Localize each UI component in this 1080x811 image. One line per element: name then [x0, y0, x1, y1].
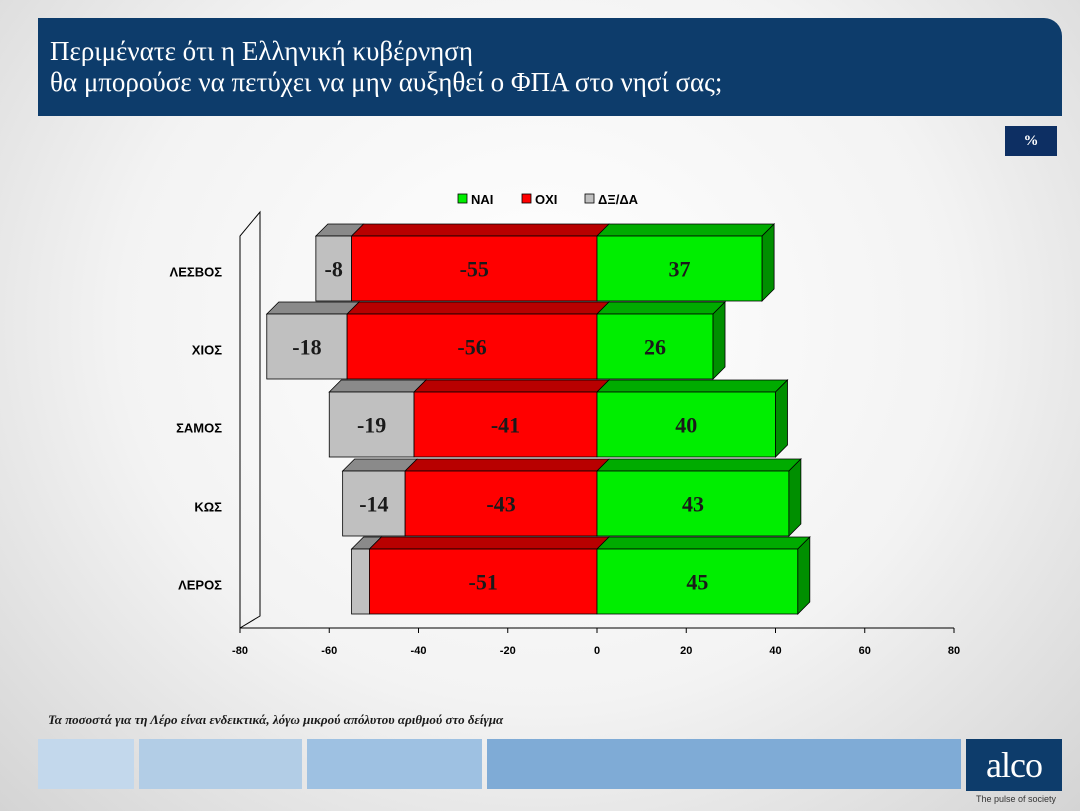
title-line-2: θα μπορούσε να πετύχει να μην αυξηθεί ο … [50, 67, 723, 97]
bar-yes-top [596, 458, 802, 472]
bar-dk-top [328, 379, 428, 393]
legend-swatch [457, 193, 468, 204]
bar-no-label: -55 [460, 257, 489, 282]
legend-label: ΟΧΙ [535, 192, 557, 207]
bar-dk-label: -8 [325, 257, 343, 282]
chart-side-wall [239, 210, 261, 629]
legend-swatch [521, 193, 532, 204]
percent-badge: % [1005, 126, 1057, 156]
bar-yes-top [596, 536, 811, 550]
bar-yes-side [761, 223, 775, 302]
logo-text: alco [986, 745, 1043, 785]
footer-strip-3 [307, 739, 482, 789]
bar-dk [342, 470, 406, 537]
category-label: ΣΑΜΟΣ [176, 421, 222, 436]
bar-dk [351, 548, 370, 615]
bar-no-top [346, 301, 610, 315]
bar-yes-side [788, 458, 802, 537]
bar-yes-side [797, 536, 811, 615]
bar-yes [596, 235, 763, 302]
category-label: ΧΙΟΣ [192, 343, 222, 358]
legend-label: ΝΑΙ [471, 192, 493, 207]
bar-yes-label: 37 [669, 257, 691, 282]
x-tick-label: 80 [948, 645, 960, 657]
footer-strip-2 [139, 739, 302, 789]
bar-yes [596, 548, 799, 615]
bar-yes-top [596, 223, 776, 237]
bar-dk-top [265, 301, 361, 315]
bar-yes-top [596, 301, 726, 315]
bar-yes [596, 391, 776, 458]
category-label: ΛΕΡΟΣ [178, 578, 222, 593]
logo-tagline: The pulse of society [976, 794, 1057, 804]
x-tick-label: -80 [232, 645, 248, 657]
bar-dk-label: -14 [359, 492, 388, 517]
stacked-bar-chart: -80 -60 -40 -20 0 20 40 60 80 ΛΕΣΒΟΣ -8 -55 37 ΧΙΟΣ -1… [170, 192, 961, 657]
alco-logo: alco [966, 739, 1062, 791]
category-label: ΛΕΣΒΟΣ [170, 265, 223, 280]
legend-label: ΔΞ/ΔΑ [598, 192, 639, 207]
bar-no [369, 548, 598, 615]
bar-no [351, 235, 598, 302]
bar-dk-label: -18 [292, 335, 321, 360]
bar-yes-top [596, 379, 789, 393]
bar-no-top [350, 223, 610, 237]
bar-dk-top [341, 458, 419, 472]
bar-no [404, 470, 598, 537]
x-tick-label: 60 [859, 645, 871, 657]
legend-swatch [584, 193, 595, 204]
bar-dk [315, 235, 352, 302]
bar-yes [596, 313, 714, 380]
bar-yes-label: 26 [644, 335, 666, 360]
bar-yes-side [712, 301, 726, 380]
bar-no-label: -43 [486, 492, 515, 517]
bar-yes-label: 43 [682, 492, 704, 517]
bar-no-top [404, 458, 610, 472]
bar-dk [328, 391, 415, 458]
category-label: ΚΩΣ [194, 500, 222, 515]
x-tick-label: 20 [680, 645, 692, 657]
x-tick-label: -40 [411, 645, 427, 657]
bar-no [346, 313, 598, 380]
x-tick-label: -60 [321, 645, 337, 657]
bar-yes-label: 45 [686, 570, 708, 595]
bar-no-top [413, 379, 610, 393]
bar-no-label: -41 [491, 413, 520, 438]
bar-no-top [368, 536, 610, 550]
bar-no-label: -56 [457, 335, 486, 360]
title-banner: Περιμένατε ότι η Ελληνική κυβέρνηση θα μ… [38, 18, 1062, 116]
bar-dk-label: -19 [357, 413, 386, 438]
bar-yes-label: 40 [675, 413, 697, 438]
footer-strip-1 [38, 739, 134, 789]
bar-dk [266, 313, 348, 380]
x-tick-label: 0 [594, 645, 600, 657]
footer-strip-4 [487, 739, 961, 789]
title-line-1: Περιμένατε ότι η Ελληνική κυβέρνηση [50, 36, 473, 66]
x-tick-label: -20 [500, 645, 516, 657]
footnote: Τα ποσοστά για τη Λέρο είναι ενδεικτικά,… [48, 712, 504, 727]
x-tick-label: 40 [769, 645, 781, 657]
bar-yes-side [775, 379, 788, 458]
bar-no-label: -51 [469, 570, 498, 595]
bar-yes [596, 470, 790, 537]
